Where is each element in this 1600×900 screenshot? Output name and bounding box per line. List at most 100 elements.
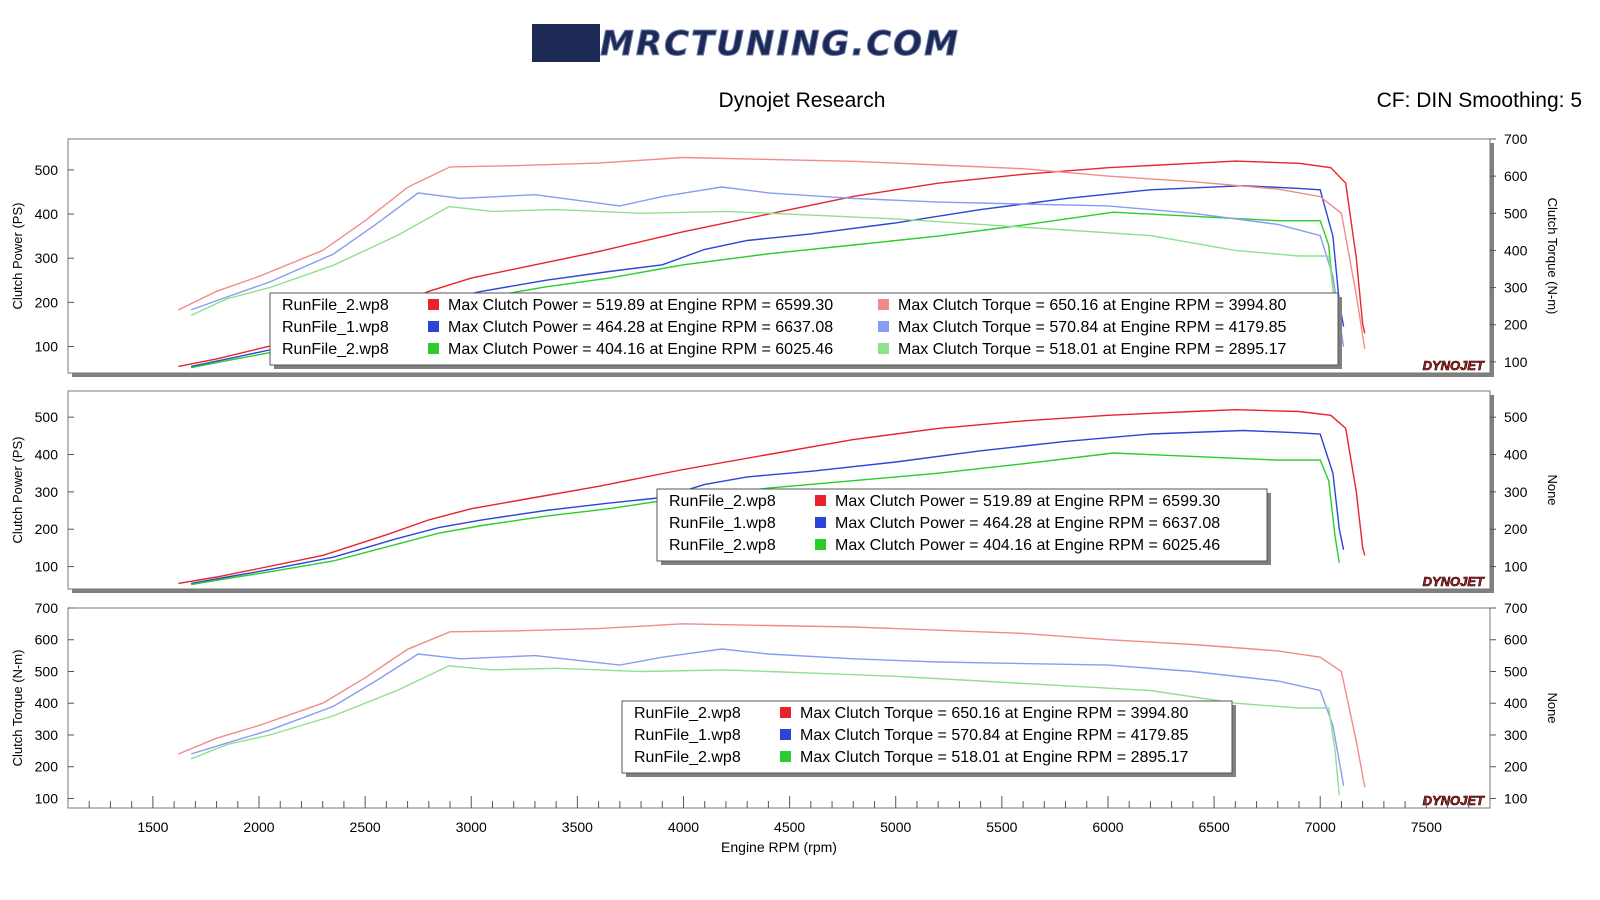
legend-file-name: RunFile_2.wp8 <box>634 749 741 766</box>
y-tick-label-right: 600 <box>1504 632 1528 648</box>
y-tick-label-right: 100 <box>1504 559 1528 575</box>
x-tick-label: 5000 <box>880 819 911 835</box>
legend-file-name: RunFile_2.wp8 <box>282 297 389 314</box>
y-tick-label-right: 400 <box>1504 695 1528 711</box>
x-tick-label: 2500 <box>350 819 381 835</box>
panels: 100 200 300 400 500 100 200 300 400 500 600 700 Clut… <box>10 131 1560 855</box>
y-tick-label-right: 300 <box>1504 484 1528 500</box>
legend-swatch-power <box>428 299 439 310</box>
y-axis-title-right: None <box>1545 474 1560 505</box>
y-tick-label-right: 200 <box>1504 521 1528 537</box>
legend-box <box>656 488 1268 562</box>
logo-text: MRCTUNING.COM <box>600 24 960 64</box>
legend-swatch-torque <box>780 707 791 718</box>
series-line-torque <box>190 648 1345 786</box>
legend-swatch-torque <box>780 751 791 762</box>
x-tick-label: 6000 <box>1092 819 1123 835</box>
legend-power-text: Max Clutch Power = 464.28 at Engine RPM … <box>448 319 833 336</box>
legend-swatch-power <box>815 539 826 550</box>
y-tick-label-right: 400 <box>1504 242 1528 258</box>
legend-box <box>621 700 1233 774</box>
y-tick-label-left: 400 <box>35 695 59 711</box>
y-tick-label-left: 300 <box>35 250 59 266</box>
y-axis-title-right: None <box>1545 692 1560 723</box>
x-tick-label: 2000 <box>243 819 274 835</box>
dynojet-watermark: DYNOJET <box>1423 574 1485 589</box>
legend-power-text: Max Clutch Power = 519.89 at Engine RPM … <box>835 493 1220 510</box>
y-tick-label-left: 300 <box>35 727 59 743</box>
legend-swatch-power <box>815 517 826 528</box>
legend-swatch-torque <box>780 729 791 740</box>
chart-panel-torque: 100 200 300 400 500 600 700 100 200 300 400 500 600 7… <box>10 600 1560 855</box>
legend-box <box>269 292 1339 366</box>
legend-swatch-torque <box>878 343 889 354</box>
series-line-torque <box>178 156 1366 350</box>
legend-swatch-torque <box>878 321 889 332</box>
y-tick-label-left: 200 <box>35 294 59 310</box>
chart-settings: CF: DIN Smoothing: 5 <box>1377 89 1582 112</box>
x-axis-title: Engine RPM (rpm) <box>721 839 837 855</box>
y-tick-label-left: 200 <box>35 521 59 537</box>
legend-file-name: RunFile_2.wp8 <box>634 705 741 722</box>
y-tick-label-left: 100 <box>35 339 59 355</box>
y-tick-label-left: 500 <box>35 162 59 178</box>
logo-badge <box>532 24 600 62</box>
x-tick-label: 6500 <box>1199 819 1230 835</box>
legend-file-name: RunFile_2.wp8 <box>669 537 776 554</box>
y-tick-label-left: 500 <box>35 409 59 425</box>
x-tick-label: 4500 <box>774 819 805 835</box>
y-axis-title-left: Clutch Power (PS) <box>10 437 25 544</box>
y-axis-title-left: Clutch Power (PS) <box>10 203 25 310</box>
series-line-power <box>190 452 1340 586</box>
y-tick-label-left: 500 <box>35 663 59 679</box>
legend-swatch-power <box>428 343 439 354</box>
y-tick-label-right: 500 <box>1504 205 1528 221</box>
legend-torque-text: Max Clutch Torque = 570.84 at Engine RPM… <box>800 727 1189 744</box>
y-tick-label-left: 300 <box>35 484 59 500</box>
legend-power-text: Max Clutch Power = 464.28 at Engine RPM … <box>835 515 1220 532</box>
legend-file-name: RunFile_1.wp8 <box>634 727 741 744</box>
legend-file-name: RunFile_2.wp8 <box>282 341 389 358</box>
y-tick-label-right: 300 <box>1504 727 1528 743</box>
y-axis-title-right: Clutch Torque (N-m) <box>1545 198 1560 315</box>
y-axis-title-left: Clutch Torque (N-m) <box>10 650 25 767</box>
y-tick-label-right: 100 <box>1504 354 1528 370</box>
legend-swatch-power <box>815 495 826 506</box>
y-tick-label-right: 500 <box>1504 409 1528 425</box>
y-tick-label-right: 600 <box>1504 168 1528 184</box>
y-tick-label-right: 400 <box>1504 447 1528 463</box>
legend-file-name: RunFile_1.wp8 <box>669 515 776 532</box>
x-tick-label: 7000 <box>1305 819 1336 835</box>
legend-torque-text: Max Clutch Torque = 650.16 at Engine RPM… <box>898 297 1287 314</box>
legend-file-name: RunFile_1.wp8 <box>282 319 389 336</box>
series-line-torque <box>178 623 1366 788</box>
y-tick-label-left: 700 <box>35 600 59 616</box>
y-tick-label-right: 700 <box>1504 131 1528 147</box>
x-tick-label: 5500 <box>986 819 1017 835</box>
legend-torque-text: Max Clutch Torque = 570.84 at Engine RPM… <box>898 319 1287 336</box>
y-tick-label-left: 200 <box>35 759 59 775</box>
logo: MRCTUNING.COM <box>532 24 960 65</box>
x-tick-label: 3500 <box>562 819 593 835</box>
series-line-torque <box>190 186 1345 348</box>
y-tick-label-left: 100 <box>35 790 59 806</box>
dynojet-watermark: DYNOJET <box>1423 358 1485 373</box>
x-tick-label: 7500 <box>1411 819 1442 835</box>
legend-torque-text: Max Clutch Torque = 518.01 at Engine RPM… <box>800 749 1189 766</box>
legend-power-text: Max Clutch Power = 404.16 at Engine RPM … <box>835 537 1220 554</box>
y-tick-label-right: 700 <box>1504 600 1528 616</box>
y-tick-label-right: 500 <box>1504 663 1528 679</box>
y-tick-label-left: 400 <box>35 447 59 463</box>
series-line-power <box>178 408 1366 585</box>
y-tick-label-right: 200 <box>1504 317 1528 333</box>
series-line-torque <box>190 665 1340 796</box>
y-tick-label-left: 100 <box>35 559 59 575</box>
legend-torque-text: Max Clutch Torque = 518.01 at Engine RPM… <box>898 341 1287 358</box>
y-tick-label-right: 200 <box>1504 759 1528 775</box>
y-tick-label-left: 600 <box>35 632 59 648</box>
legend-torque-text: Max Clutch Torque = 650.16 at Engine RPM… <box>800 705 1189 722</box>
x-tick-label: 1500 <box>137 819 168 835</box>
chart-title: Dynojet Research <box>719 89 886 112</box>
y-tick-label-right: 300 <box>1504 280 1528 296</box>
